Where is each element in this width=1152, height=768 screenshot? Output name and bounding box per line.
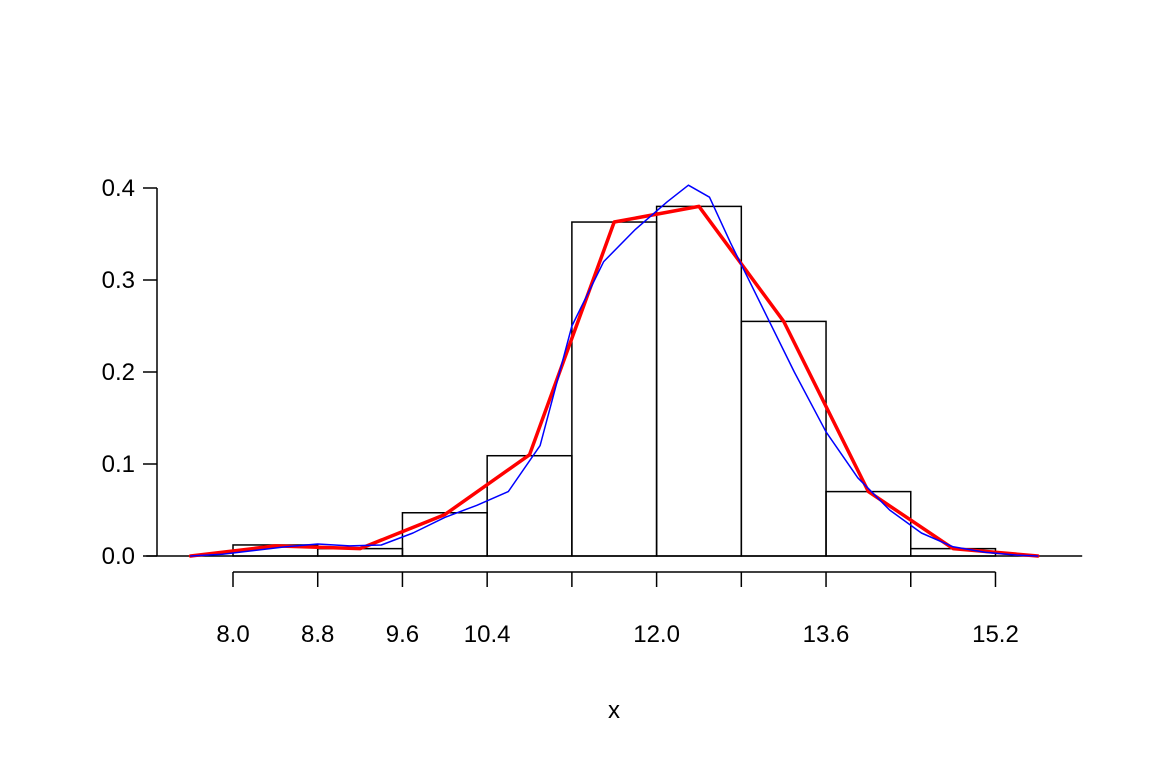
histogram-bar [486,454,573,557]
x-tick-label: 9.6 [386,621,419,648]
x-tick-label: 8.8 [301,621,334,648]
y-axis: 0.0 0.1 0.2 0.3 0.4 [102,175,158,570]
x-axis-title: x [608,697,620,724]
frequency-polygon-line [188,204,1040,558]
x-axis: 8.0 8.8 9.6 10.4 12.0 13.6 15.2 [216,571,1019,648]
histogram-bar [401,512,488,557]
y-tick-label: 0.3 [102,267,135,294]
y-tick-label: 0.0 [102,543,135,570]
x-tick-label: 8.0 [216,621,249,648]
y-tick-label: 0.2 [102,359,135,386]
y-tick-label: 0.4 [102,175,135,202]
histogram-bar [571,221,658,557]
histogram-bars [232,205,997,557]
x-tick-label: 12.0 [633,621,680,648]
x-tick-label: 15.2 [972,621,1019,648]
histogram-bar [655,205,743,557]
y-tick-label: 0.1 [102,451,135,478]
series-lines [188,184,1040,558]
histogram-bar [825,490,912,557]
histogram-bar [740,320,827,557]
x-tick-label: 13.6 [803,621,850,648]
x-tick-label: 10.4 [464,621,511,648]
density-curve-line [189,184,1039,557]
